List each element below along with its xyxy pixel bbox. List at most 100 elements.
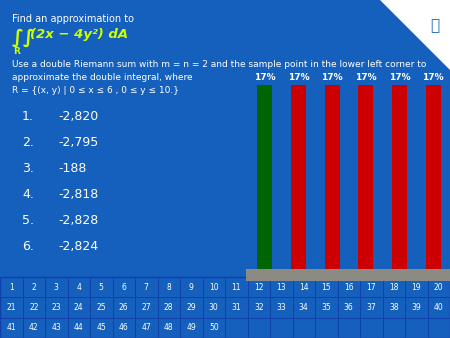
Bar — [291, 85, 306, 269]
Text: 23: 23 — [51, 303, 61, 312]
Bar — [428, 297, 450, 318]
Bar — [0, 318, 22, 338]
Bar — [270, 297, 292, 318]
Bar — [22, 277, 45, 297]
Bar — [90, 297, 112, 318]
Text: 29: 29 — [186, 303, 196, 312]
Bar — [428, 318, 450, 338]
Text: -2,824: -2,824 — [58, 240, 98, 253]
Bar — [382, 297, 405, 318]
Text: 7: 7 — [144, 283, 148, 292]
Text: 4.: 4. — [22, 188, 34, 201]
Text: 42: 42 — [29, 323, 39, 332]
Text: 36: 36 — [344, 303, 354, 312]
Bar — [158, 297, 180, 318]
Text: 34: 34 — [299, 303, 309, 312]
Bar — [315, 277, 338, 297]
Bar — [45, 318, 68, 338]
Text: 17: 17 — [366, 283, 376, 292]
Bar — [202, 297, 225, 318]
Text: 26: 26 — [119, 303, 129, 312]
Bar — [338, 318, 360, 338]
Text: -2,820: -2,820 — [58, 110, 98, 123]
Text: 28: 28 — [164, 303, 174, 312]
Text: R: R — [13, 47, 20, 56]
Bar — [90, 277, 112, 297]
Text: 3: 3 — [54, 283, 58, 292]
Text: 18: 18 — [389, 283, 399, 292]
Bar — [428, 277, 450, 297]
Bar — [315, 318, 338, 338]
Text: 19: 19 — [411, 283, 421, 292]
Text: 46: 46 — [119, 323, 129, 332]
Bar — [360, 297, 382, 318]
Bar — [292, 277, 315, 297]
Bar — [22, 318, 45, 338]
Bar — [202, 318, 225, 338]
Text: 8: 8 — [166, 283, 171, 292]
Bar — [405, 318, 428, 338]
Bar — [68, 277, 90, 297]
Bar — [315, 297, 338, 318]
Bar — [180, 297, 202, 318]
Text: 37: 37 — [366, 303, 376, 312]
Text: 17%: 17% — [355, 73, 377, 82]
Text: (2x − 4y²) dA: (2x − 4y²) dA — [30, 28, 128, 41]
Bar — [360, 318, 382, 338]
Text: 1: 1 — [9, 283, 14, 292]
Text: 1.: 1. — [22, 110, 34, 123]
Bar — [257, 85, 272, 269]
Text: 39: 39 — [411, 303, 421, 312]
Text: 6: 6 — [122, 283, 126, 292]
Text: 13: 13 — [276, 283, 286, 292]
Text: -2,795: -2,795 — [58, 136, 98, 149]
Text: 2: 2 — [32, 283, 36, 292]
Text: 38: 38 — [389, 303, 399, 312]
Bar — [248, 318, 270, 338]
Text: 5.: 5. — [22, 214, 34, 227]
Bar — [338, 277, 360, 297]
Bar — [324, 85, 340, 269]
Bar — [180, 318, 202, 338]
Text: 17%: 17% — [389, 73, 410, 82]
Text: 48: 48 — [164, 323, 174, 332]
Text: 27: 27 — [141, 303, 151, 312]
Bar — [158, 277, 180, 297]
Bar — [0, 277, 450, 338]
Bar — [202, 277, 225, 297]
Bar — [392, 85, 407, 269]
Bar — [358, 85, 374, 269]
Bar — [292, 318, 315, 338]
Text: 40: 40 — [434, 303, 444, 312]
Text: 31: 31 — [231, 303, 241, 312]
Bar — [135, 318, 158, 338]
Bar — [382, 277, 405, 297]
Text: -188: -188 — [58, 162, 86, 175]
Text: 11: 11 — [231, 283, 241, 292]
Bar — [68, 318, 90, 338]
Text: 5: 5 — [99, 283, 104, 292]
Text: 12: 12 — [254, 283, 264, 292]
Text: 24: 24 — [74, 303, 84, 312]
Text: 4: 4 — [76, 283, 81, 292]
Bar — [225, 297, 248, 318]
Bar — [45, 277, 68, 297]
Bar — [248, 277, 270, 297]
Text: 20: 20 — [434, 283, 444, 292]
Text: 35: 35 — [321, 303, 331, 312]
Bar — [90, 318, 112, 338]
Bar — [22, 297, 45, 318]
Bar — [112, 277, 135, 297]
Text: 14: 14 — [299, 283, 309, 292]
Bar — [45, 297, 68, 318]
Bar — [0, 297, 22, 318]
Bar — [158, 318, 180, 338]
Text: 22: 22 — [29, 303, 39, 312]
Text: 45: 45 — [96, 323, 106, 332]
Text: 25: 25 — [96, 303, 106, 312]
Text: 43: 43 — [51, 323, 61, 332]
Bar — [180, 277, 202, 297]
Bar — [292, 297, 315, 318]
Bar — [405, 297, 428, 318]
Bar — [360, 277, 382, 297]
